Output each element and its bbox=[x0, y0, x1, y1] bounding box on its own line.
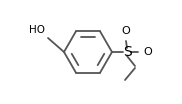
Text: O: O bbox=[122, 26, 130, 36]
Text: S: S bbox=[123, 45, 131, 59]
Text: O: O bbox=[143, 47, 152, 57]
Text: HO: HO bbox=[29, 25, 45, 35]
